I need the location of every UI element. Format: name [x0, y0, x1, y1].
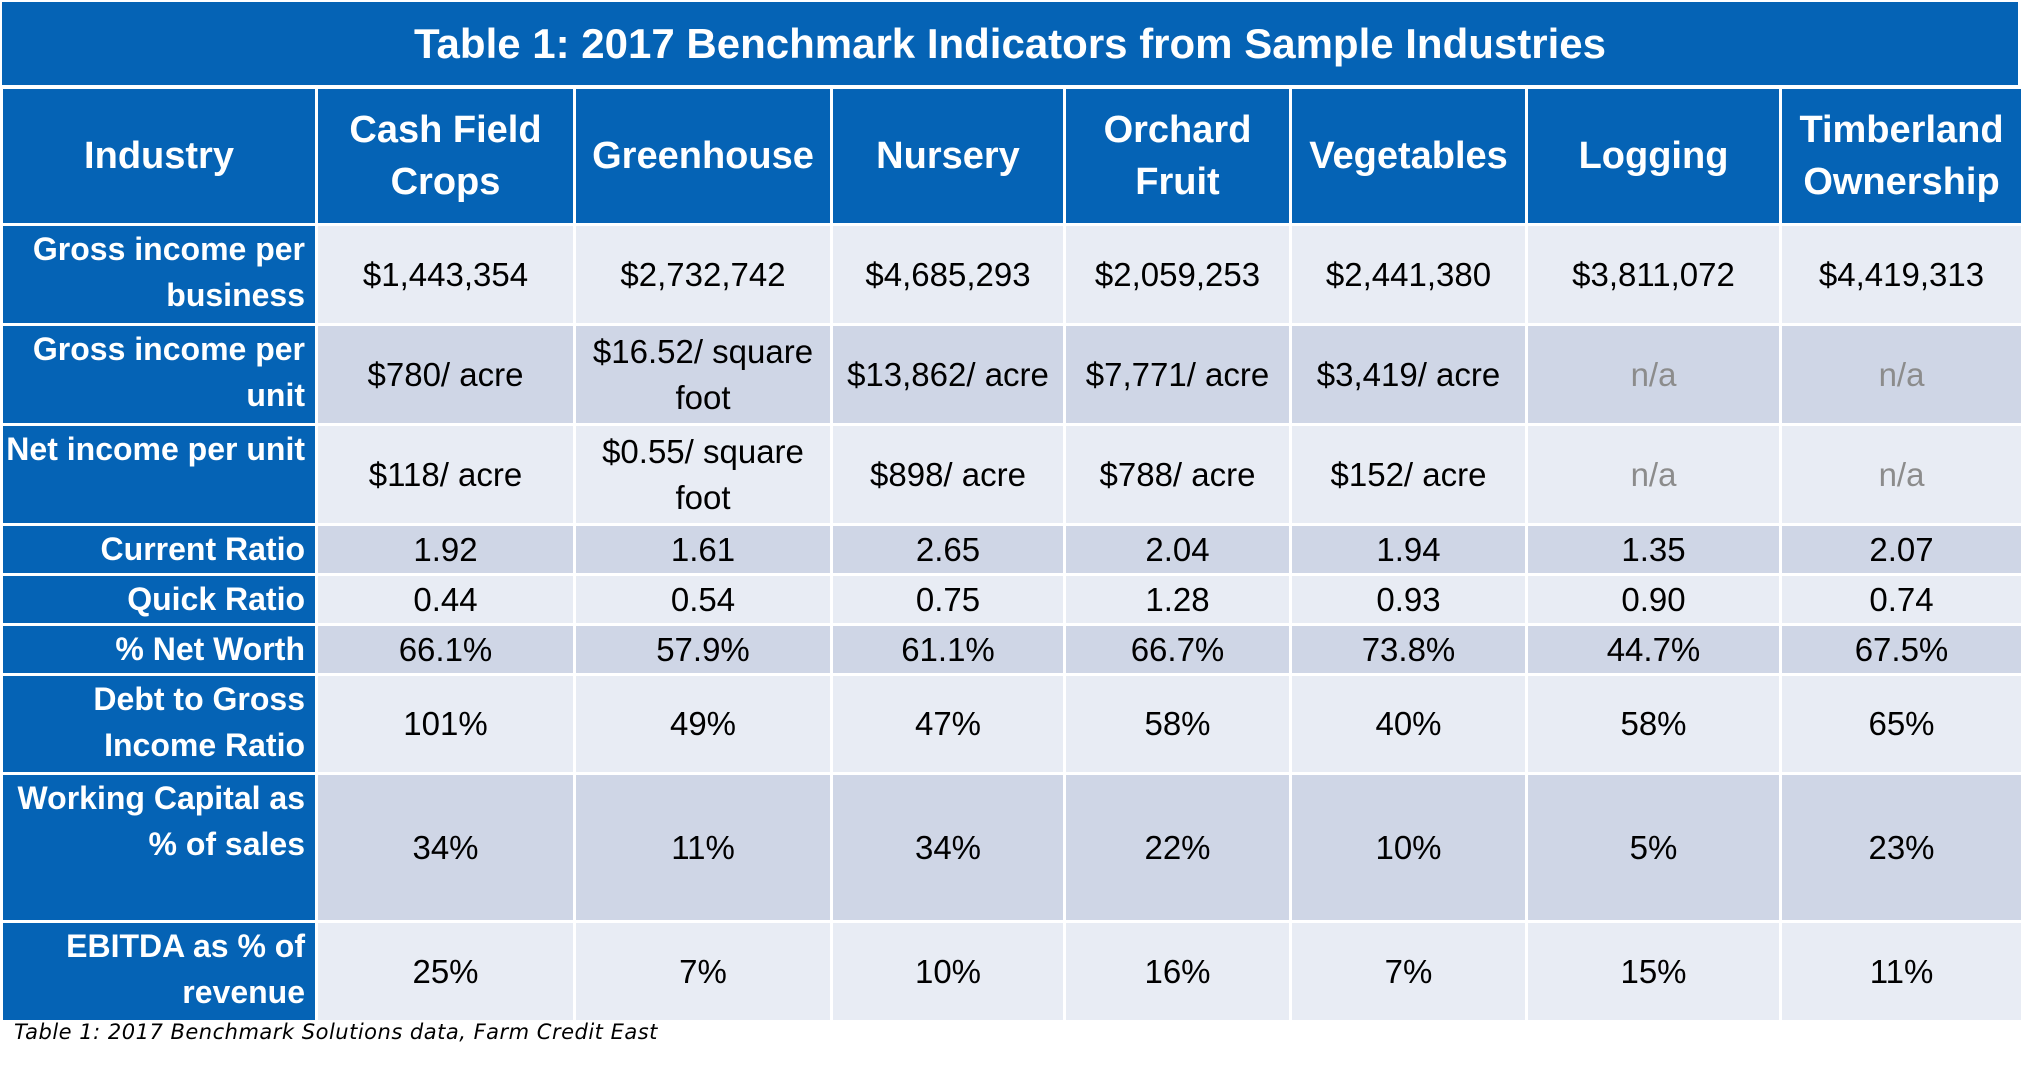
table-cell: 65%: [1782, 676, 2021, 772]
table-cell: 66.1%: [318, 626, 573, 673]
table-cell: $3,419/ acre: [1292, 326, 1525, 423]
row-label: Debt to Gross Income Ratio: [3, 676, 315, 772]
table-cell: 7%: [576, 923, 830, 1020]
column-header: Nursery: [833, 89, 1063, 223]
table-cell: $13,862/ acre: [833, 326, 1063, 423]
table-cell: 10%: [1292, 775, 1525, 920]
table-cell: $780/ acre: [318, 326, 573, 423]
table-cell: 58%: [1066, 676, 1289, 772]
table-cell: $152/ acre: [1292, 426, 1525, 523]
table-cell: 23%: [1782, 775, 2021, 920]
table-cell: 0.93: [1292, 576, 1525, 623]
table-cell: $1,443,354: [318, 226, 573, 323]
column-header: Cash Field Crops: [318, 89, 573, 223]
table-cell: 58%: [1528, 676, 1779, 772]
table-row: Quick Ratio 0.44 0.54 0.75 1.28 0.93 0.90 0.74: [3, 576, 2021, 623]
table-cell: 1.61: [576, 526, 830, 573]
column-header: Industry: [3, 89, 315, 223]
table-row: EBITDA as % of revenue 25% 7% 10% 16% 7% 15% 11…: [3, 923, 2021, 1020]
table-cell: 2.07: [1782, 526, 2021, 573]
table-cell: 47%: [833, 676, 1063, 772]
table-cell: 10%: [833, 923, 1063, 1020]
table-cell: $2,732,742: [576, 226, 830, 323]
table-cell: n/a: [1782, 426, 2021, 523]
table-cell: $2,441,380: [1292, 226, 1525, 323]
table-row: Debt to Gross Income Ratio 101% 49% 47% 58% 4…: [3, 676, 2021, 772]
row-label: Working Capital as % of sales: [3, 775, 315, 920]
row-label: Current Ratio: [3, 526, 315, 573]
table-cell: 61.1%: [833, 626, 1063, 673]
table-caption: Table 1: 2017 Benchmark Solutions data, …: [14, 1020, 658, 1044]
table-row: Net income per unit $118/ acre $0.55/ squa…: [3, 426, 2021, 523]
table-cell: 7%: [1292, 923, 1525, 1020]
table-cell: 44.7%: [1528, 626, 1779, 673]
table-body: Gross income per business $1,443,354 $2,73…: [3, 226, 2021, 1020]
table-cell: n/a: [1528, 326, 1779, 423]
table-cell: n/a: [1528, 426, 1779, 523]
table-cell: 0.74: [1782, 576, 2021, 623]
table-cell: 66.7%: [1066, 626, 1289, 673]
table-cell: $118/ acre: [318, 426, 573, 523]
table-cell: $0.55/ square foot: [576, 426, 830, 523]
table-cell: 0.44: [318, 576, 573, 623]
header-row: Industry Cash Field Crops Greenhouse Nur…: [3, 89, 2021, 223]
table-cell: 34%: [833, 775, 1063, 920]
row-label: Gross income per unit: [3, 326, 315, 423]
row-label: Quick Ratio: [3, 576, 315, 623]
table-row: % Net Worth 66.1% 57.9% 61.1% 66.7% 73.8% 44.7…: [3, 626, 2021, 673]
table-cell: 11%: [1782, 923, 2021, 1020]
table-cell: 0.75: [833, 576, 1063, 623]
table-cell: 16%: [1066, 923, 1289, 1020]
table-cell: $16.52/ square foot: [576, 326, 830, 423]
table-cell: 1.35: [1528, 526, 1779, 573]
table-cell: 57.9%: [576, 626, 830, 673]
table-title: Table 1: 2017 Benchmark Indicators from …: [2, 2, 2018, 85]
table-cell: 0.90: [1528, 576, 1779, 623]
table-cell: $4,685,293: [833, 226, 1063, 323]
table-cell: 2.04: [1066, 526, 1289, 573]
table-cell: 5%: [1528, 775, 1779, 920]
column-header: Logging: [1528, 89, 1779, 223]
table-cell: 1.28: [1066, 576, 1289, 623]
row-label: EBITDA as % of revenue: [3, 923, 315, 1020]
row-label: Net income per unit: [3, 426, 315, 523]
column-header: Vegetables: [1292, 89, 1525, 223]
table-cell: 49%: [576, 676, 830, 772]
table-cell: 25%: [318, 923, 573, 1020]
table-row: Gross income per unit $780/ acre $16.52/ s…: [3, 326, 2021, 423]
table-cell: 15%: [1528, 923, 1779, 1020]
table-cell: 0.54: [576, 576, 830, 623]
table-cell: 40%: [1292, 676, 1525, 772]
table-cell: 1.94: [1292, 526, 1525, 573]
table-cell: n/a: [1782, 326, 2021, 423]
table-cell: $898/ acre: [833, 426, 1063, 523]
column-header: Greenhouse: [576, 89, 830, 223]
benchmark-table: Industry Cash Field Crops Greenhouse Nur…: [0, 86, 2021, 1023]
table-row: Working Capital as % of sales 34% 11% 34% 22…: [3, 775, 2021, 920]
table-cell: 1.92: [318, 526, 573, 573]
column-header: Orchard Fruit: [1066, 89, 1289, 223]
table-cell: $4,419,313: [1782, 226, 2021, 323]
table-cell: $788/ acre: [1066, 426, 1289, 523]
table-row: Current Ratio 1.92 1.61 2.65 2.04 1.94 1.35 2.0…: [3, 526, 2021, 573]
table-cell: 2.65: [833, 526, 1063, 573]
table-cell: $7,771/ acre: [1066, 326, 1289, 423]
table-cell: 67.5%: [1782, 626, 2021, 673]
table-cell: 101%: [318, 676, 573, 772]
table-cell: 11%: [576, 775, 830, 920]
table-cell: $2,059,253: [1066, 226, 1289, 323]
row-label: Gross income per business: [3, 226, 315, 323]
table-cell: 34%: [318, 775, 573, 920]
table-cell: 73.8%: [1292, 626, 1525, 673]
column-header: Timberland Ownership: [1782, 89, 2021, 223]
table-row: Gross income per business $1,443,354 $2,73…: [3, 226, 2021, 323]
table-cell: $3,811,072: [1528, 226, 1779, 323]
row-label: % Net Worth: [3, 626, 315, 673]
table-cell: 22%: [1066, 775, 1289, 920]
